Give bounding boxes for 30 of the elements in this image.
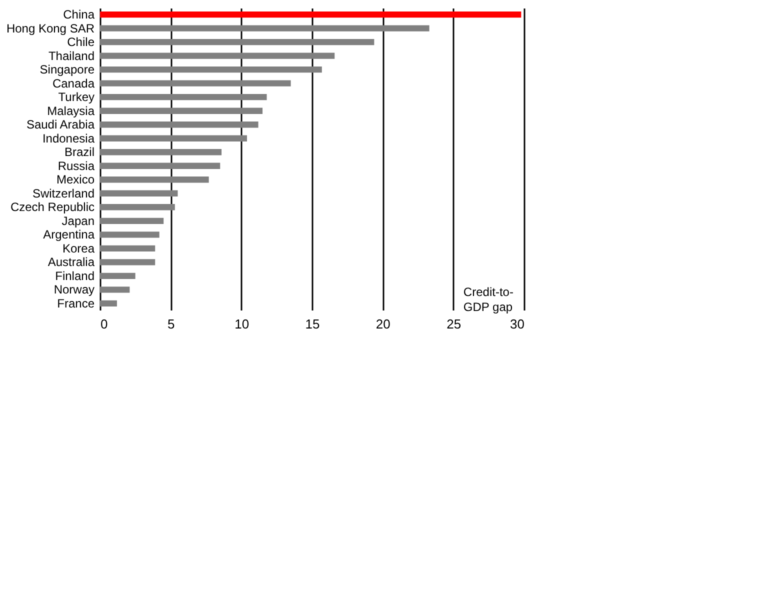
y-tick-label: China [63,8,95,22]
y-tick-label: Hong Kong SAR [6,21,95,36]
y-tick-label: Brazil [64,145,94,160]
y-tick-label: Mexico [56,172,95,187]
x-tick-label: 5 [168,316,175,332]
y-tick-label: France [57,296,95,310]
y-tick-label: Malaysia [47,104,95,118]
annotation: Credit-to- GDP gap [463,285,514,314]
x-tick-label: 15 [305,316,320,332]
y-tick-label: Thailand [48,48,94,63]
y-tick-label: Japan [62,214,94,228]
y-tick-label: Turkey [58,90,94,104]
y-tick-label: Singapore [40,62,95,77]
y-tick-label: Argentina [43,228,95,242]
x-tick-label: 10 [234,316,250,332]
y-tick-label: Canada [52,76,95,90]
y-tick-label: Saudi Arabia [26,118,95,132]
x-tick-label: 30 [510,316,524,332]
y-tick-label: Russia [58,158,95,173]
x-tick-label: 25 [446,316,462,332]
y-tick-label: Korea [62,241,95,256]
y-tick-label: Chile [67,35,95,50]
x-tick-label: 20 [376,316,390,332]
y-tick-label: Indonesia [42,131,95,146]
y-tick-label: Czech Republic [10,200,94,214]
y-tick-label: Australia [48,255,95,270]
y-tick-label: Norway [54,282,94,297]
x-tick-label: 0 [100,316,108,332]
y-tick-label: Finland [55,268,94,283]
y-tick-label: Switzerland [32,186,94,200]
